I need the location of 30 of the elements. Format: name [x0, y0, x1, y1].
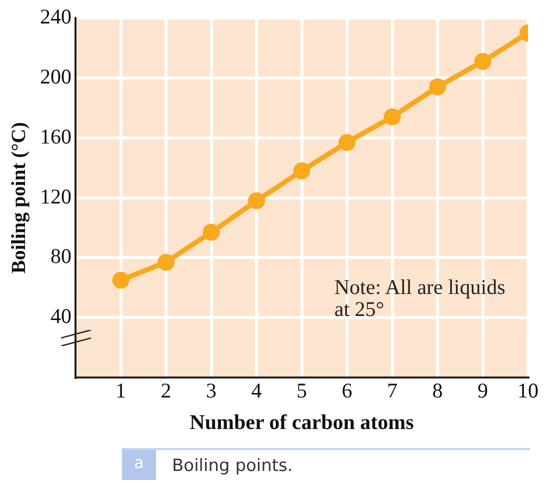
y-tick-label: 240 [40, 4, 72, 29]
x-axis-title: Number of carbon atoms [190, 410, 414, 434]
y-axis-title: Boiling point (°C) [8, 122, 30, 274]
y-tick-label: 40 [50, 304, 72, 328]
point [202, 224, 220, 241]
x-tick-label: 8 [432, 378, 443, 403]
x-tick-label: 9 [478, 378, 488, 403]
point [158, 254, 174, 271]
point [338, 134, 356, 151]
text: Boiling points. [172, 455, 293, 478]
text: a [122, 450, 156, 480]
point [429, 78, 446, 96]
y-tick-label: 200 [40, 64, 72, 88]
x-tick-label: 7 [387, 378, 398, 403]
annotation: Note: All are liquids at 25° [334, 274, 506, 321]
x-tick-label: 1 [116, 378, 126, 403]
x-tick-label: 6 [342, 378, 352, 403]
y-tick-label: 80 [50, 244, 72, 268]
y-tick-label: 160 [40, 124, 72, 148]
x-tick-label: 2 [160, 378, 172, 403]
point [293, 162, 310, 180]
point [112, 272, 130, 289]
y-tick-label: 120 [40, 184, 72, 208]
point [384, 108, 401, 126]
x-tick-label: 4 [251, 378, 262, 403]
point [248, 192, 265, 210]
point [474, 52, 492, 70]
x-tick-label: 10 [518, 378, 538, 403]
x-tick-label: 5 [296, 378, 307, 403]
x-tick-label: 3 [206, 378, 216, 403]
